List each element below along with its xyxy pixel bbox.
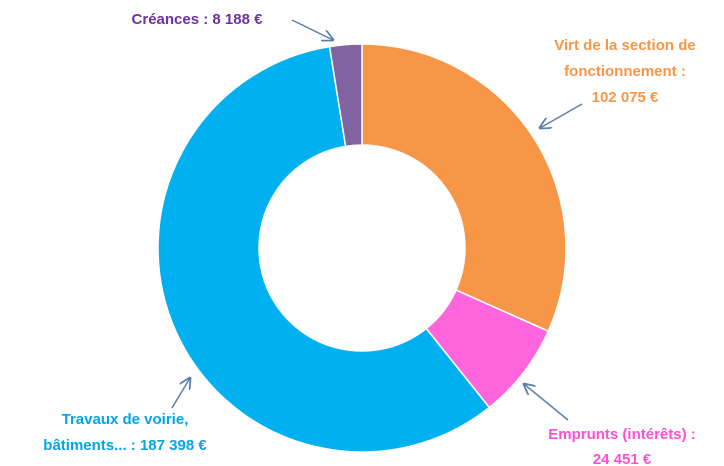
arrow [291,19,333,40]
data-label: 24 451 € [593,451,652,466]
donut-slice [157,45,491,453]
arrow [171,378,190,409]
data-label: bâtiments... : 187 398 € [43,437,207,454]
data-label: Travaux de voirie, [62,411,189,428]
data-label: Virt de la section de [554,37,695,54]
donut-slice [361,43,567,333]
data-label: fonctionnement : [564,63,686,80]
data-label: 102 075 € [592,89,659,106]
arrow [524,384,569,421]
arrow [540,103,583,128]
donut-slice [328,43,363,148]
arrows [171,19,583,421]
data-label: Créances : 8 188 € [132,11,264,28]
data-label: Emprunts (intérêts) : [548,426,696,443]
